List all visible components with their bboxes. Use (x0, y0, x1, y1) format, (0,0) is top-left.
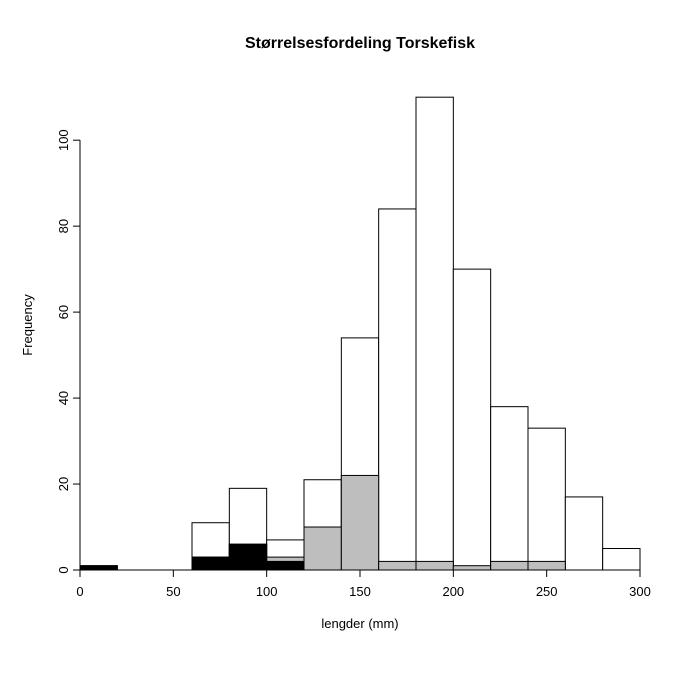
y-axis-label: Frequency (20, 294, 35, 356)
histogram-bar (229, 544, 266, 570)
x-tick-label: 150 (349, 584, 371, 599)
y-tick-label: 20 (56, 477, 71, 491)
histogram-chart: Størrelsesfordeling Torskefisk 0 50 100 150 2… (0, 0, 689, 688)
histogram-bar (491, 561, 528, 570)
x-tick-label: 0 (76, 584, 83, 599)
y-tick-label: 0 (56, 566, 71, 573)
histogram-bar (528, 561, 565, 570)
y-tick-label: 40 (56, 391, 71, 405)
histogram-bar (453, 269, 490, 570)
histogram-bar (603, 549, 640, 570)
histogram-bar (416, 561, 453, 570)
x-tick-label: 300 (629, 584, 651, 599)
histogram-bar (379, 209, 416, 570)
x-tick-label: 200 (442, 584, 464, 599)
histogram-bar (80, 566, 117, 570)
histogram-bar (304, 527, 341, 570)
histogram-bar (528, 428, 565, 570)
x-axis-label: lengder (mm) (321, 616, 398, 631)
chart-title: Størrelsesfordeling Torskefisk (245, 35, 475, 52)
histogram-bar (416, 97, 453, 570)
histogram-bar (453, 566, 490, 570)
histogram-bar (341, 475, 378, 570)
histogram-bar (565, 497, 602, 570)
x-tick-label: 250 (536, 584, 558, 599)
y-tick-label: 80 (56, 219, 71, 233)
histogram-bar (491, 407, 528, 570)
y-tick-label: 60 (56, 305, 71, 319)
histogram-bar (267, 561, 304, 570)
histogram-bar (379, 561, 416, 570)
x-tick-label: 50 (166, 584, 180, 599)
histogram-bar (192, 557, 229, 570)
x-tick-label: 100 (256, 584, 278, 599)
y-tick-label: 100 (56, 129, 71, 151)
